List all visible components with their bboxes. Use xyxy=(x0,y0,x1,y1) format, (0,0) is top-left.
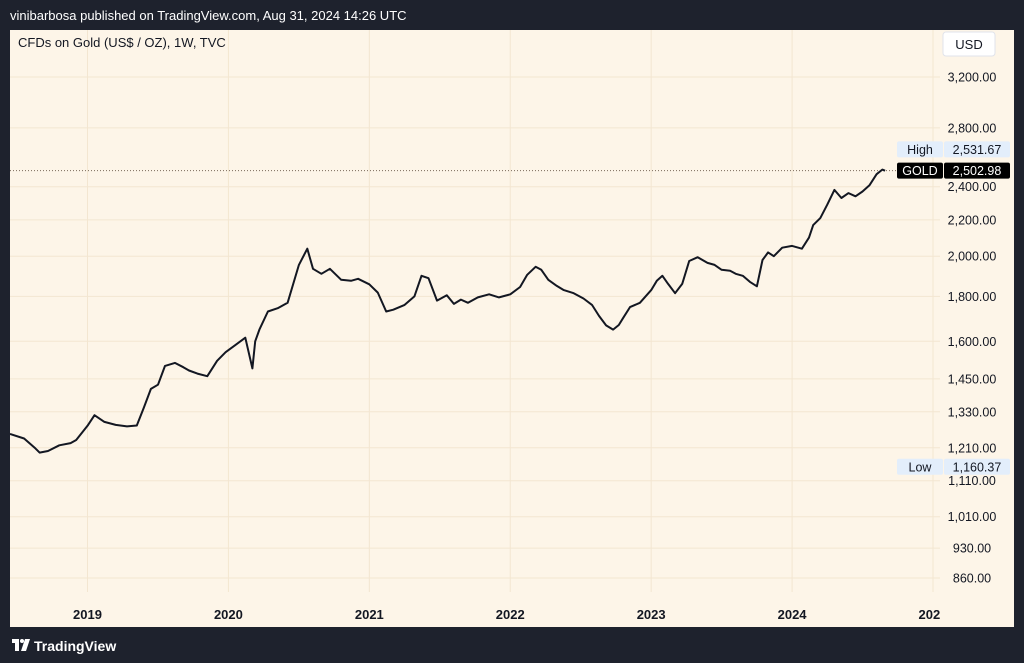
chart-panel: CFDs on Gold (US$ / OZ), 1W, TVC USD 3,2… xyxy=(10,30,1014,627)
y-tick-label: 1,010.00 xyxy=(948,510,997,524)
gold-price-chart[interactable]: CFDs on Gold (US$ / OZ), 1W, TVC USD 3,2… xyxy=(10,30,1014,627)
x-tick-label: 2020 xyxy=(214,607,243,622)
y-tick-label: 2,400.00 xyxy=(948,180,997,194)
y-axis[interactable]: 3,200.00 2,800.00 2,400.00 2,200.00 2,000.00… xyxy=(948,71,997,586)
tradingview-logo-icon xyxy=(12,639,30,651)
high-label: High xyxy=(907,143,933,157)
y-tick-label: 2,000.00 xyxy=(948,250,997,264)
low-value: 1,160.37 xyxy=(953,460,1002,474)
y-tick-label: 1,600.00 xyxy=(948,335,997,349)
x-tick-label: 2023 xyxy=(637,607,666,622)
last-price-label: GOLD xyxy=(902,164,937,178)
price-badges: High 2,531.67 GOLD 2,502.98 Low 1,160.37 xyxy=(897,141,1010,475)
y-tick-label: 2,800.00 xyxy=(948,121,997,135)
last-price-value: 2,502.98 xyxy=(953,164,1002,178)
x-tick-label: 2021 xyxy=(355,607,384,622)
currency-label: USD xyxy=(955,37,982,52)
brand-bar: TradingView xyxy=(0,627,1024,663)
last-price-badge: GOLD 2,502.98 xyxy=(897,162,1010,179)
y-tick-label: 1,210.00 xyxy=(948,441,997,455)
x-tick-label: 2019 xyxy=(73,607,102,622)
gold-price-line xyxy=(10,168,886,454)
y-tick-label: 2,200.00 xyxy=(948,213,997,227)
publisher-text: vinibarbosa published on TradingView.com… xyxy=(10,8,407,23)
grid xyxy=(10,30,940,592)
y-tick-label: 1,800.00 xyxy=(948,290,997,304)
low-badge: Low 1,160.37 xyxy=(897,458,1010,475)
series-group xyxy=(10,168,886,454)
brand-name: TradingView xyxy=(34,638,117,654)
chart-title: CFDs on Gold (US$ / OZ), 1W, TVC xyxy=(18,35,226,50)
high-badge: High 2,531.67 xyxy=(897,141,1010,158)
y-tick-label: 1,330.00 xyxy=(948,405,997,419)
y-tick-label: 930.00 xyxy=(953,542,991,556)
y-tick-label: 860.00 xyxy=(953,572,991,586)
currency-box[interactable]: USD xyxy=(942,31,996,57)
y-tick-label: 3,200.00 xyxy=(948,71,997,85)
x-tick-label: 2022 xyxy=(496,607,525,622)
x-tick-label: 2025 xyxy=(919,607,948,622)
x-axis[interactable]: 2019 2020 2021 2022 2023 2024 2025 xyxy=(73,607,947,622)
y-tick-label: 1,450.00 xyxy=(948,372,997,386)
low-label: Low xyxy=(909,460,933,474)
x-tick-label: 2024 xyxy=(778,607,808,622)
y-tick-label: 1,110.00 xyxy=(948,474,996,488)
publisher-bar: vinibarbosa published on TradingView.com… xyxy=(0,0,1024,30)
high-value: 2,531.67 xyxy=(953,143,1002,157)
